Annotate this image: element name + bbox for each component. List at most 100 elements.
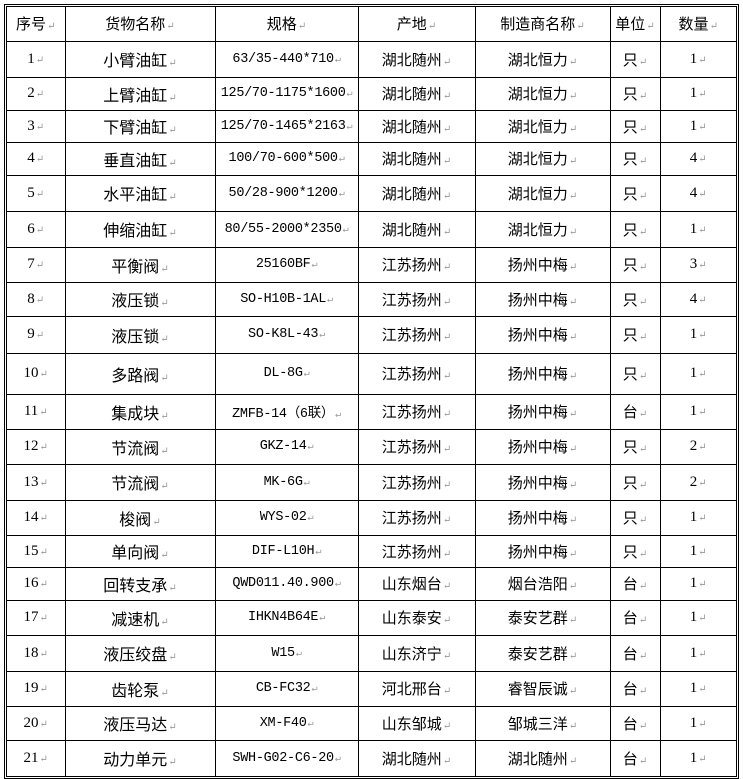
cell-seq-text: 16 bbox=[24, 575, 48, 591]
cell-seq-text: 13 bbox=[24, 474, 48, 490]
cell-origin: 江苏扬州 bbox=[357, 352, 476, 395]
header-manufacturer: 制造商名称 bbox=[474, 7, 611, 42]
cell-manufacturer: 扬州中梅 bbox=[474, 463, 611, 501]
cell-unit-text: 只 bbox=[623, 476, 647, 492]
cell-origin: 江苏扬州 bbox=[357, 463, 476, 501]
cell-spec: DL-8G bbox=[214, 352, 359, 395]
cell-manufacturer: 扬州中梅 bbox=[474, 281, 611, 317]
cell-spec: 125/70-1465*2163 bbox=[214, 109, 359, 143]
cell-seq-text: 21 bbox=[24, 750, 48, 766]
cell-spec-text: W15 bbox=[271, 646, 301, 661]
cell-name: 伸缩油缸 bbox=[64, 210, 216, 248]
cell-manufacturer: 扬州中梅 bbox=[474, 499, 611, 536]
cell-unit-text: 台 bbox=[623, 577, 647, 593]
cell-qty: 3 bbox=[659, 246, 736, 283]
cell-unit-text: 只 bbox=[623, 223, 647, 239]
cell-spec-text: 63/35-440*710 bbox=[232, 52, 340, 67]
table-row: 4 垂直油缸 100/70-600*500 湖北随州 湖北恒力 只 4 bbox=[7, 141, 736, 176]
cell-origin: 湖北随州 bbox=[357, 210, 476, 248]
cell-qty-text: 1 bbox=[690, 609, 707, 625]
cell-manufacturer: 湖北恒力 bbox=[474, 141, 611, 176]
cell-seq-text: 11 bbox=[24, 403, 48, 419]
cell-manufacturer-text: 湖北恒力 bbox=[508, 152, 577, 168]
cell-seq-text: 6 bbox=[27, 221, 44, 237]
cell-unit: 只 bbox=[609, 534, 661, 568]
cell-seq: 8 bbox=[7, 281, 66, 317]
cell-seq-text: 8 bbox=[27, 291, 44, 307]
cell-seq-text: 20 bbox=[24, 715, 48, 731]
cell-qty: 1 bbox=[659, 109, 736, 143]
cell-spec: SO-H10B-1AL bbox=[214, 281, 359, 317]
cell-unit-text: 台 bbox=[623, 717, 647, 733]
cell-unit-text: 台 bbox=[623, 682, 647, 698]
cell-origin: 山东邹城 bbox=[357, 705, 476, 741]
cell-manufacturer: 邹城三洋 bbox=[474, 705, 611, 741]
cell-unit: 台 bbox=[609, 670, 661, 707]
cell-qty-text: 1 bbox=[690, 575, 707, 591]
cell-name-text: 节流阀 bbox=[111, 441, 168, 458]
header-unit-text: 单位 bbox=[615, 17, 654, 33]
cell-origin-text: 江苏扬州 bbox=[382, 293, 451, 309]
cell-manufacturer-text: 湖北随州 bbox=[508, 752, 577, 768]
cell-seq-text: 19 bbox=[24, 680, 48, 696]
cell-spec-text: SWH-G02-C6-20 bbox=[232, 751, 340, 766]
cell-manufacturer: 湖北随州 bbox=[474, 739, 611, 776]
cell-manufacturer: 扬州中梅 bbox=[474, 246, 611, 283]
cell-qty-text: 1 bbox=[690, 118, 707, 134]
cell-unit-text: 只 bbox=[623, 187, 647, 203]
cell-origin-text: 山东烟台 bbox=[382, 577, 451, 593]
cell-spec-text: GKZ-14 bbox=[260, 439, 314, 454]
cell-spec-text: DIF-L10H bbox=[252, 544, 321, 559]
cell-unit: 只 bbox=[609, 76, 661, 111]
cell-qty: 1 bbox=[659, 40, 736, 78]
cell-manufacturer: 扬州中梅 bbox=[474, 352, 611, 395]
cell-qty: 1 bbox=[659, 599, 736, 636]
cell-unit: 只 bbox=[609, 246, 661, 283]
cell-qty: 1 bbox=[659, 705, 736, 741]
cell-name: 液压绞盘 bbox=[64, 634, 216, 672]
cell-qty-text: 1 bbox=[690, 85, 707, 101]
cell-origin-text: 江苏扬州 bbox=[382, 258, 451, 274]
cell-seq-text: 1 bbox=[27, 51, 44, 67]
cell-unit: 只 bbox=[609, 109, 661, 143]
table-row: 5 水平油缸 50/28-900*1200 湖北随州 湖北恒力 只 4 bbox=[7, 174, 736, 212]
cell-unit: 台 bbox=[609, 739, 661, 776]
cell-unit: 只 bbox=[609, 281, 661, 317]
cell-spec: SWH-G02-C6-20 bbox=[214, 739, 359, 776]
cell-manufacturer-text: 扬州中梅 bbox=[508, 511, 577, 527]
cell-spec: WYS-02 bbox=[214, 499, 359, 536]
cell-qty-text: 1 bbox=[690, 403, 707, 419]
cell-seq: 13 bbox=[7, 463, 66, 501]
cell-qty: 1 bbox=[659, 566, 736, 601]
cell-manufacturer-text: 扬州中梅 bbox=[508, 476, 577, 492]
cell-qty-text: 1 bbox=[690, 680, 707, 696]
header-origin-text: 产地 bbox=[397, 17, 436, 33]
cell-manufacturer-text: 湖北恒力 bbox=[508, 120, 577, 136]
header-spec: 规格 bbox=[214, 7, 359, 42]
cell-origin: 山东泰安 bbox=[357, 599, 476, 636]
cell-spec-text: QWD011.40.900 bbox=[232, 576, 340, 591]
cell-qty-text: 4 bbox=[690, 150, 707, 166]
header-unit: 单位 bbox=[609, 7, 661, 42]
cell-unit-text: 只 bbox=[623, 545, 647, 561]
cell-name: 梭阀 bbox=[64, 499, 216, 536]
cell-unit: 台 bbox=[609, 393, 661, 430]
table-row: 8 液压锁 SO-H10B-1AL 江苏扬州 扬州中梅 只 4 bbox=[7, 281, 736, 317]
cell-origin: 湖北随州 bbox=[357, 739, 476, 776]
cell-name-text: 伸缩油缸 bbox=[103, 223, 176, 240]
cell-name-text: 液压锁 bbox=[111, 329, 168, 346]
cell-seq-text: 5 bbox=[27, 185, 44, 201]
cell-name: 多路阀 bbox=[64, 352, 216, 395]
cell-qty-text: 2 bbox=[690, 438, 707, 454]
cell-qty-text: 1 bbox=[690, 51, 707, 67]
table-row: 3 下臂油缸 125/70-1465*2163 湖北随州 湖北恒力 只 1 bbox=[7, 109, 736, 143]
table-row: 14 梭阀 WYS-02 江苏扬州 扬州中梅 只 1 bbox=[7, 499, 736, 536]
cell-spec: 63/35-440*710 bbox=[214, 40, 359, 78]
cell-name: 回转支承 bbox=[64, 566, 216, 601]
table-row: 1 小臂油缸 63/35-440*710 湖北随州 湖北恒力 只 1 bbox=[7, 40, 736, 78]
header-seq: 序号 bbox=[7, 7, 66, 42]
cell-spec-text: DL-8G bbox=[264, 366, 310, 381]
cell-seq: 3 bbox=[7, 109, 66, 143]
cell-seq: 17 bbox=[7, 599, 66, 636]
cell-unit: 只 bbox=[609, 352, 661, 395]
